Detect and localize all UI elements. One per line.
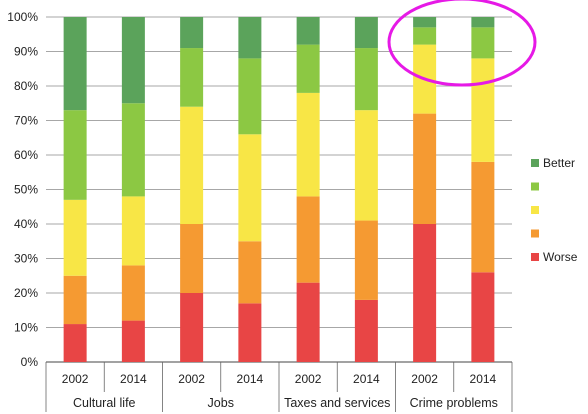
x-tick-label: 2014 [120,372,147,386]
legend-swatch [531,253,539,261]
y-tick-label: 70% [14,114,38,128]
bar-segment [354,48,378,111]
x-tick-label: 2014 [237,372,264,386]
legend: Better Worse [531,156,578,264]
bar-segment [238,17,262,59]
bar-segment [180,48,204,107]
bar-segment [413,113,437,224]
bar-segment [471,58,495,162]
y-tick-label: 50% [14,183,38,197]
bar-segment [471,272,495,362]
legend-label: Worse [543,250,578,264]
y-tick-label: 90% [14,45,38,59]
bar-segment [413,224,437,362]
bar-segment [238,134,262,242]
x-tick-label: 2014 [353,372,380,386]
y-tick-label: 10% [14,321,38,335]
bar-segment [354,110,378,221]
bar-segment [63,275,87,325]
bar-segment [296,282,320,362]
y-tick-label: 0% [21,355,39,369]
bar-segment [180,17,204,49]
bar-segment [296,92,320,197]
bar-segment [63,199,87,276]
legend-label: Better [543,156,575,170]
y-axis-tick-labels: 0% 10% 20% 30% 40% 50% 60% 70% 80% 90% 100% [7,10,38,369]
bar-segment [121,265,145,321]
bar-segment [296,17,320,45]
x-group-label: Crime problems [410,396,498,410]
y-tick-label: 80% [14,79,38,93]
x-group-label: Cultural life [73,396,136,410]
bar-segment [121,320,145,362]
bar-segment [354,17,378,49]
legend-swatch [531,182,539,191]
x-tick-label: 2002 [295,372,322,386]
x-axis: 2002 2014 2002 2014 2002 2014 2002 2014 Cultural… [45,362,513,412]
bar-segment [354,220,378,300]
y-tick-label: 40% [14,217,38,231]
bar-segment [121,103,145,197]
bar-segment [180,224,204,293]
bar-segment [471,17,495,28]
legend-swatch [531,159,539,167]
x-group-label: Jobs [208,396,234,410]
bar-segment [121,196,145,266]
bar-segment [63,324,87,362]
y-tick-label: 100% [7,10,38,24]
x-tick-label: 2014 [470,372,497,386]
legend-swatch [531,229,539,238]
bar-segment [180,106,204,224]
bar-segment [413,27,437,45]
bar-segment [296,44,320,93]
highlight-annotation [387,0,537,87]
bar-segment [471,161,495,273]
highlight-ellipse [387,0,537,87]
gridlines [46,16,512,363]
x-tick-label: 2002 [62,372,89,386]
bar-segment [238,58,262,135]
bar-segment [354,299,378,362]
bar-segment [471,27,495,59]
y-tick-label: 20% [14,286,38,300]
bar-segment [63,110,87,200]
bar-segment [413,17,437,28]
bar-segment [63,17,87,111]
bar-segment [238,303,262,362]
x-tick-label: 2002 [178,372,205,386]
x-tick-label: 2002 [411,372,438,386]
legend-swatch [531,206,539,214]
bar-segment [180,293,204,362]
bar-segment [121,17,145,104]
x-group-label: Taxes and services [284,396,390,410]
bar-segment [238,241,262,304]
y-tick-label: 30% [14,252,38,266]
bars [63,17,495,362]
bar-segment [296,196,320,283]
y-tick-label: 60% [14,148,38,162]
